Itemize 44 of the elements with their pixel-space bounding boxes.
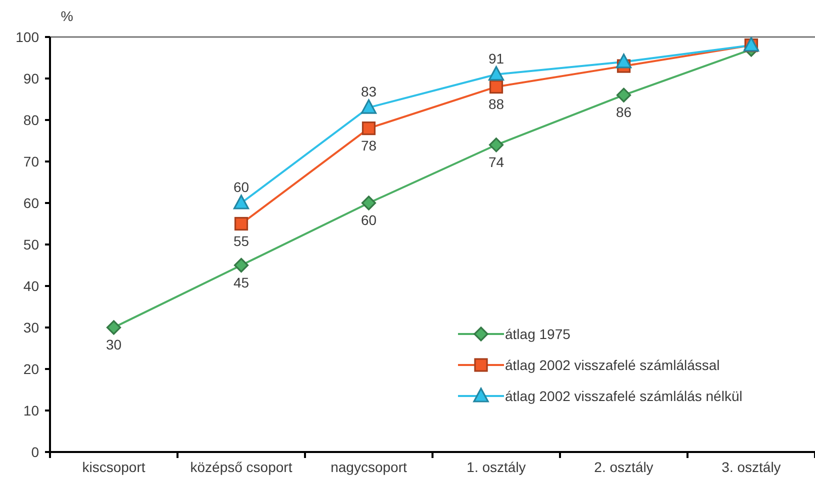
x-tick-label: 2. osztály <box>594 459 654 475</box>
data-label: 60 <box>233 179 250 195</box>
data-label: 91 <box>488 50 504 66</box>
data-label: 30 <box>106 336 122 352</box>
data-label: 83 <box>360 84 377 100</box>
data-label: 60 <box>360 212 377 228</box>
y-tick-label: 100 <box>16 28 40 45</box>
point <box>233 194 250 210</box>
point <box>616 54 632 68</box>
x-tick-label: nagycsoport <box>330 459 407 475</box>
data-label: 88 <box>488 96 504 112</box>
data-label: 55 <box>233 232 250 249</box>
x-tick-label: kiscsoport <box>82 459 146 475</box>
y-tick-label: 60 <box>23 194 40 211</box>
point <box>488 138 504 152</box>
point <box>106 320 122 335</box>
y-tick-label: 10 <box>23 402 40 418</box>
y-tick-label: 90 <box>23 70 40 86</box>
data-label: 86 <box>616 104 632 120</box>
legend-label: átlag 2002 visszafelé számlálással <box>505 356 720 372</box>
x-tick-label: 3. osztály <box>722 459 781 475</box>
y-tick-label: 70 <box>23 153 40 170</box>
y-tick-label: 40 <box>23 278 40 294</box>
y-tick-label: 20 <box>23 360 40 377</box>
point <box>362 122 376 136</box>
legend-label: átlag 1975 <box>505 326 570 342</box>
point <box>616 88 632 102</box>
x-tick-label: 1. osztály <box>466 459 526 475</box>
point <box>488 66 504 81</box>
y-tick-label: 30 <box>23 319 40 336</box>
point <box>361 196 376 210</box>
x-tick-label: középső csoport <box>190 459 292 475</box>
point <box>234 258 249 273</box>
point <box>360 99 377 114</box>
point <box>489 80 504 94</box>
y-tick-label: 80 <box>23 112 40 128</box>
y-tick-label: 0 <box>31 444 40 460</box>
legend-label: átlag 2002 visszafelé számlálás nélkül <box>505 388 742 404</box>
data-label: 45 <box>233 274 250 290</box>
point <box>234 216 248 231</box>
y-axis-title: % <box>60 8 74 24</box>
data-label: 74 <box>488 154 504 170</box>
y-tick-label: 50 <box>23 236 40 252</box>
data-label: 78 <box>360 137 377 154</box>
